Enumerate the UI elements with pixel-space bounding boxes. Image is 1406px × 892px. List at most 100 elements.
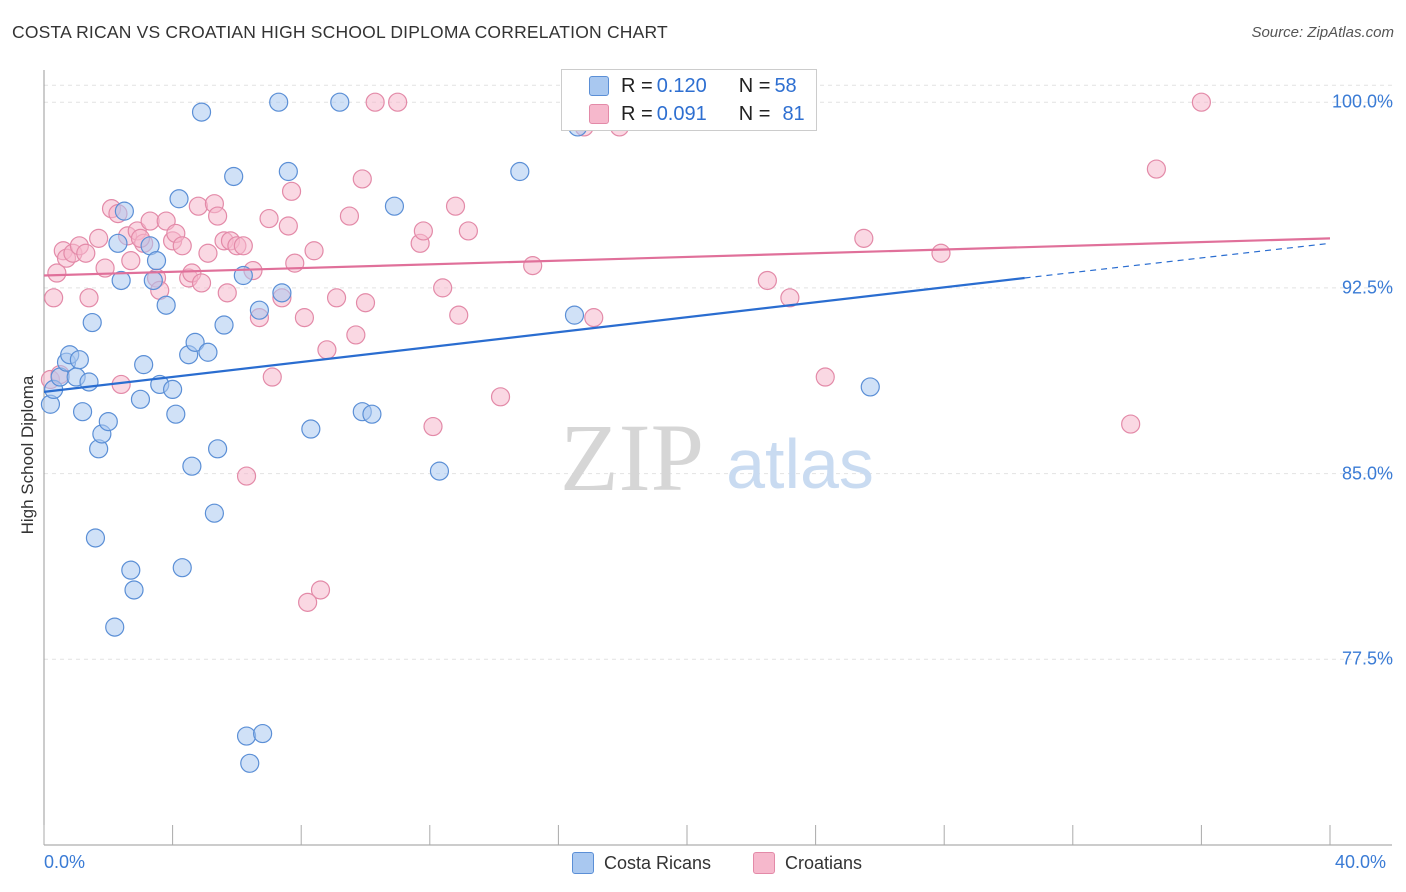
costa-rican-point <box>429 461 450 481</box>
costa-rican-point <box>240 753 260 773</box>
croatian-point <box>490 387 511 407</box>
croatian-point <box>854 228 874 248</box>
croatian-point <box>931 243 951 263</box>
source-label: Source: ZipAtlas.com <box>1251 24 1394 41</box>
y-tick-label: 100.0% <box>1331 91 1393 112</box>
croatian-point <box>757 270 777 291</box>
costa-rican-point <box>362 404 382 424</box>
legend-n-value: 81 <box>782 102 805 125</box>
legend-row-costa-ricans: R = 0.120 N = 58 <box>562 72 797 100</box>
bottom-legend-label: Croatians <box>785 852 863 873</box>
bottom-legend-swatch-pink <box>753 852 775 874</box>
costa-rican-point <box>114 201 134 221</box>
costa-rican-point <box>156 295 176 315</box>
costa-rican-point <box>111 270 131 291</box>
croatian-point <box>294 308 315 328</box>
costa-rican-point <box>182 456 202 476</box>
croatian-point <box>317 340 337 360</box>
watermark-zip: ZIP <box>560 404 704 511</box>
croatian-point <box>388 92 408 112</box>
croatian-point <box>355 293 376 313</box>
costa-rican-point <box>108 233 128 253</box>
legend-n-label: N = <box>738 74 771 97</box>
costa-rican-point <box>204 503 224 523</box>
costa-rican-point <box>166 404 186 424</box>
croatian-point <box>236 466 257 486</box>
croatian-point <box>310 580 331 600</box>
croatian-point <box>188 196 208 216</box>
croatian-point <box>352 169 372 189</box>
croatian-point <box>79 288 99 308</box>
y-tick-label: 92.5% <box>1341 277 1393 298</box>
costa-rican-point <box>564 305 585 325</box>
costa-rican-point <box>130 389 151 409</box>
costa-rican-point <box>124 580 144 600</box>
legend-r-value: 0.120 <box>656 74 707 97</box>
croatian-point <box>140 211 160 231</box>
croatian-point <box>1146 159 1166 179</box>
costa-rican-point <box>860 377 880 397</box>
croatian-point <box>262 367 282 387</box>
croatians-trend-line <box>43 237 1331 277</box>
croatian-point <box>298 592 318 612</box>
croatian-point <box>1121 414 1141 434</box>
croatian-point <box>121 251 141 271</box>
croatian-point <box>47 263 67 283</box>
costa-rican-point <box>510 161 530 182</box>
croatian-point <box>172 236 192 256</box>
costa-rican-point <box>82 312 102 333</box>
costa-rican-point <box>269 92 289 112</box>
costa-rican-point <box>98 411 118 432</box>
croatian-point <box>413 221 433 241</box>
costa-rican-point <box>208 439 228 459</box>
croatian-point <box>423 416 443 437</box>
legend-swatch-pink <box>589 104 609 124</box>
costa-rican-point <box>146 251 167 271</box>
costa-rican-point <box>85 528 106 548</box>
costa-rican-point <box>384 196 405 216</box>
croatian-point <box>365 92 385 112</box>
croatian-point <box>584 308 604 328</box>
legend-r-label: R = <box>621 74 653 97</box>
costa-rican-point <box>249 300 270 320</box>
costa-rican-point <box>253 723 273 744</box>
watermark-atlas: atlas <box>726 425 874 503</box>
croatian-point <box>191 273 212 293</box>
bottom-legend-costa-ricans: Costa Ricans <box>572 852 711 874</box>
costa-rican-point <box>69 350 89 370</box>
costa-rican-point <box>169 189 189 209</box>
x-tick-min: 0.0% <box>44 852 86 872</box>
bottom-legend-label: Costa Ricans <box>604 852 712 873</box>
legend-row-croatians: R = 0.091 N = 81 <box>562 100 805 128</box>
croatian-point <box>346 325 366 345</box>
legend-n-value: 58 <box>774 74 797 97</box>
axes <box>43 70 1392 846</box>
costa-rican-point <box>172 558 192 578</box>
croatian-point <box>449 305 469 325</box>
bottom-legend-croatians: Croatians <box>753 852 862 874</box>
costa-rican-point <box>214 315 234 335</box>
costa-ricans-trend-line <box>43 276 1025 393</box>
costa-rican-point <box>143 270 163 291</box>
croatian-point <box>233 236 253 256</box>
croatian-point <box>458 221 478 241</box>
costa-rican-point <box>105 617 125 637</box>
croatian-point <box>198 243 218 263</box>
costa-rican-point <box>301 419 321 439</box>
croatian-point <box>217 283 237 303</box>
grid-lines <box>44 84 1392 660</box>
croatian-point <box>304 241 324 261</box>
croatian-point <box>44 288 64 308</box>
costa-ricans-trend-extension <box>1024 242 1331 279</box>
costa-rican-point <box>185 332 205 352</box>
costa-rican-point <box>134 355 154 375</box>
costa-rican-point <box>233 265 253 286</box>
croatian-point <box>278 216 298 236</box>
croatian-point <box>433 278 453 298</box>
croatian-point <box>780 288 800 308</box>
watermark: ZIP atlas <box>560 404 874 511</box>
legend-n-label: N = <box>738 102 771 125</box>
legend-r-label: R = <box>621 102 653 125</box>
croatian-point <box>523 256 543 276</box>
x-tick-max: 40.0% <box>1335 852 1387 872</box>
